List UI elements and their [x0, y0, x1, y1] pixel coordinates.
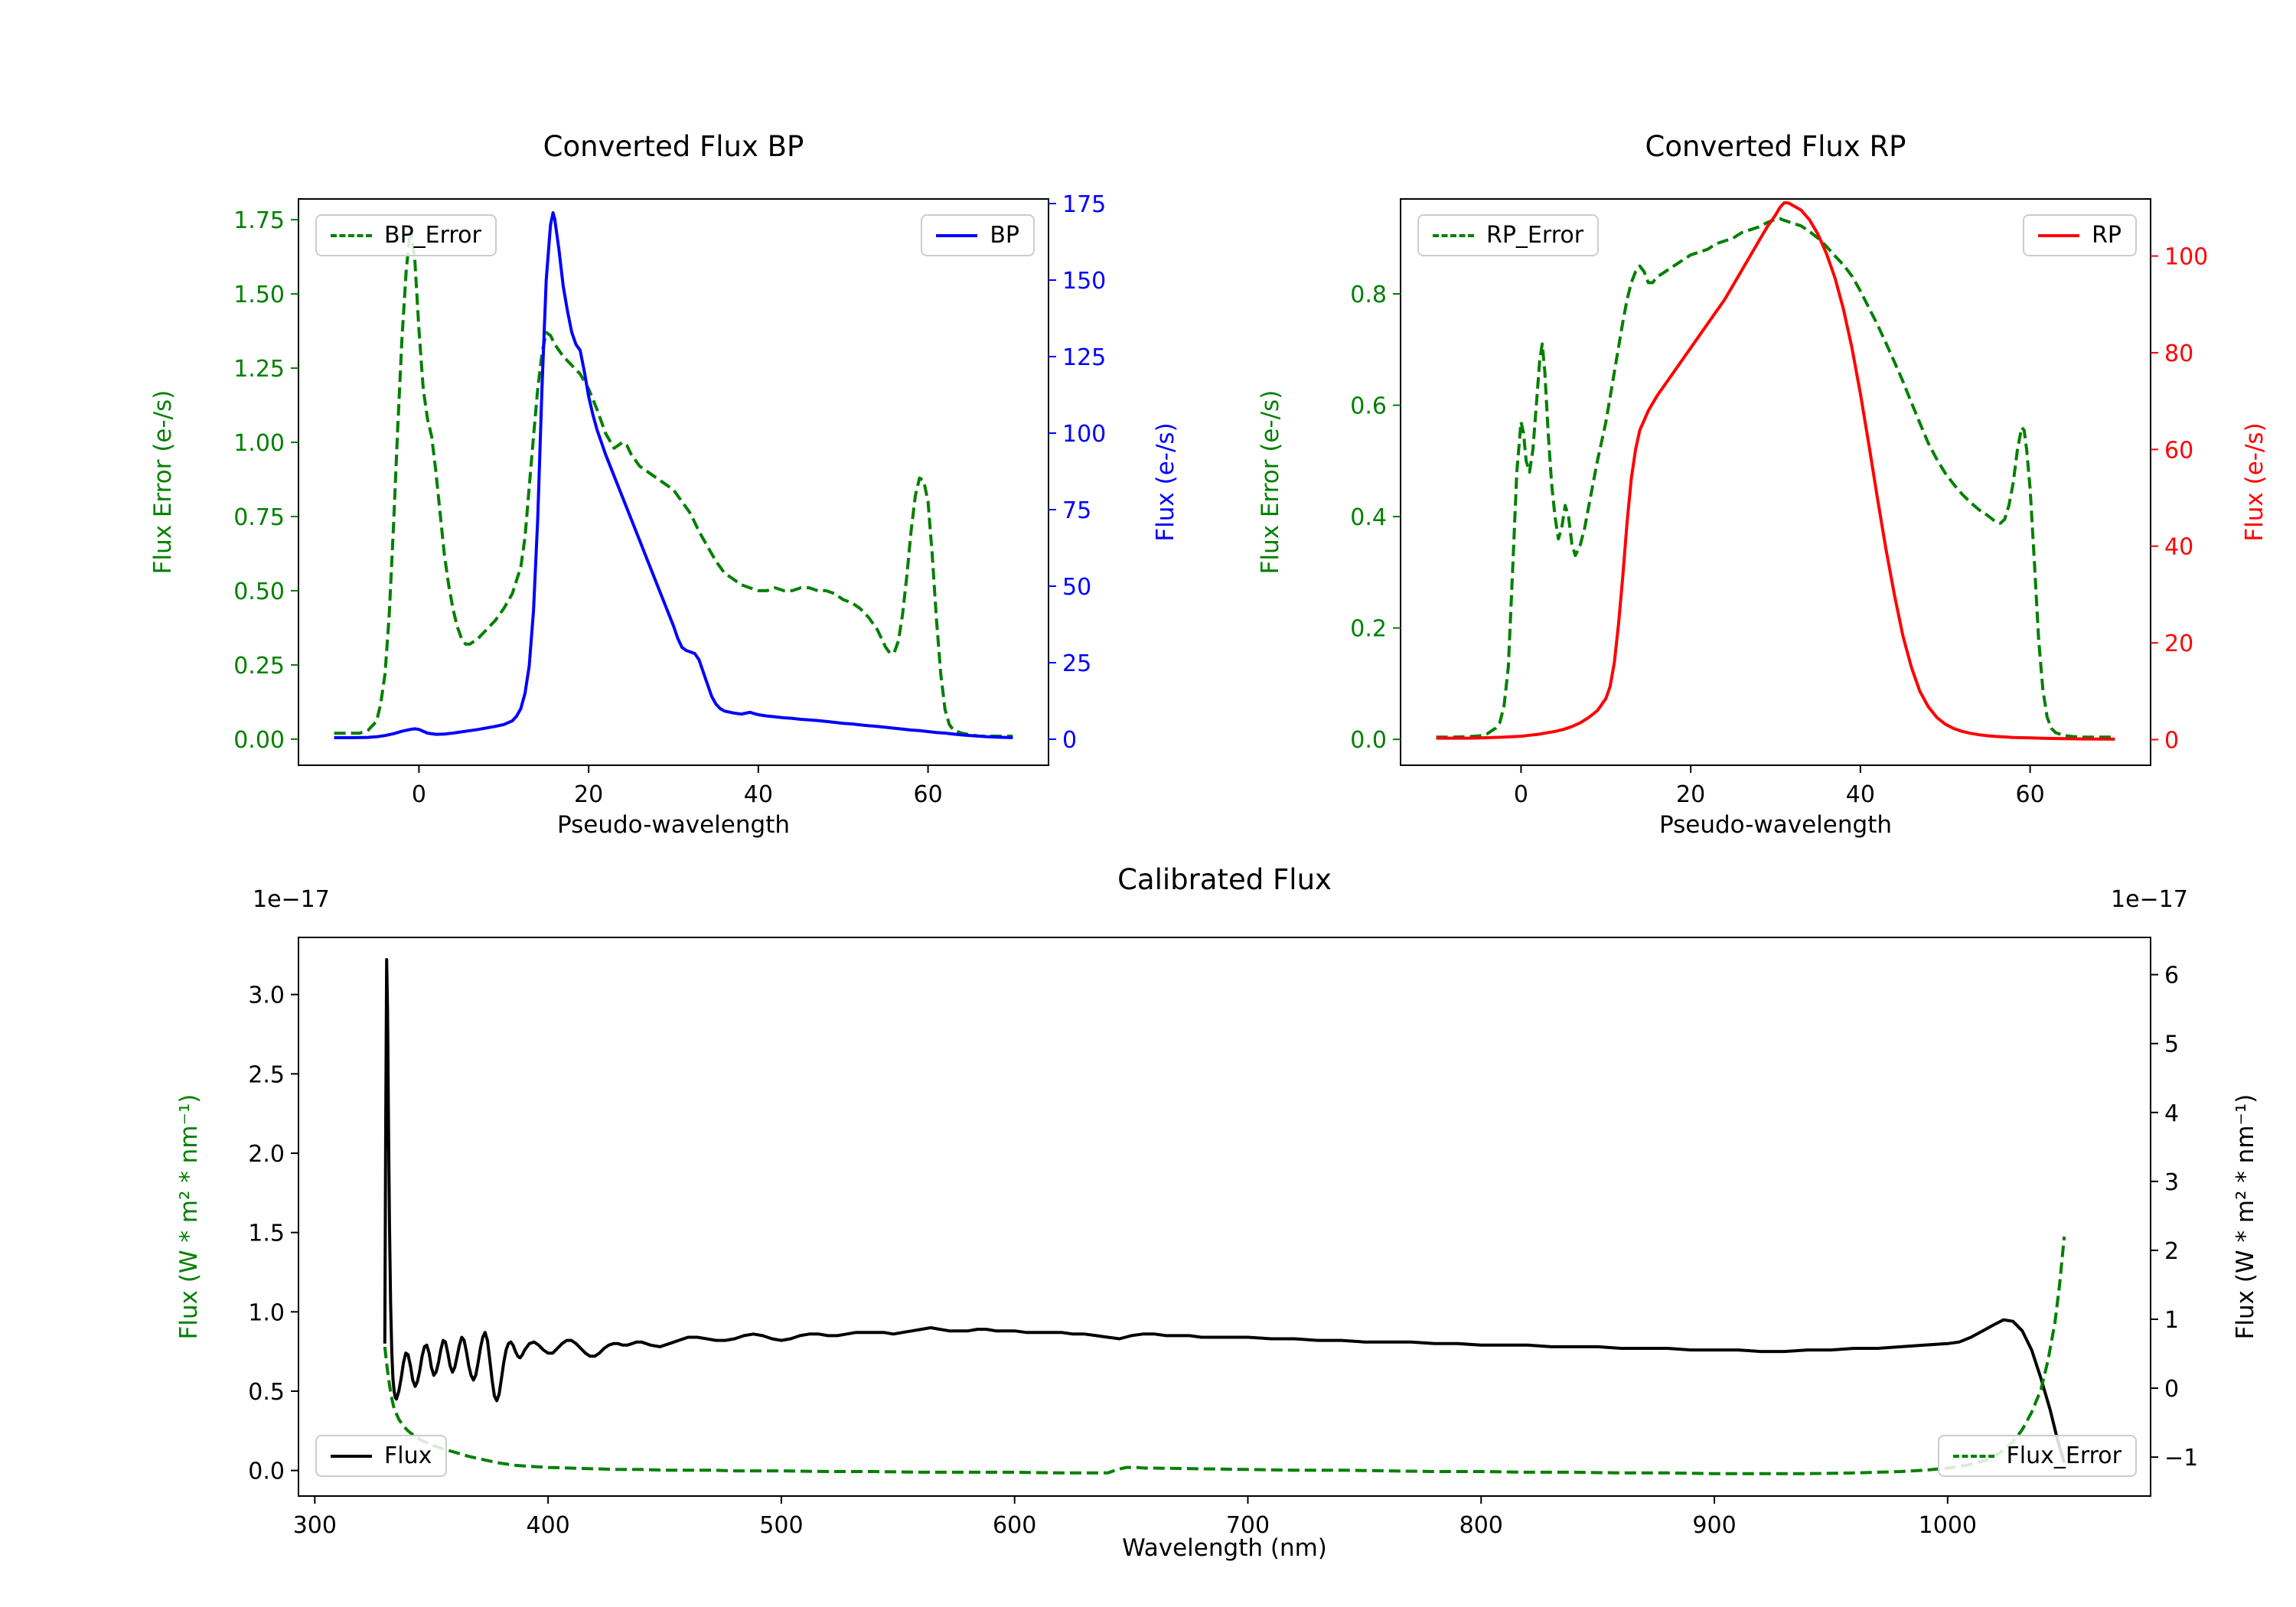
svg-text:400: 400 — [526, 1512, 569, 1539]
svg-text:0.8: 0.8 — [1350, 282, 1387, 308]
legend-label-bp-error: BP_Error — [384, 222, 481, 249]
svg-text:3.0: 3.0 — [248, 983, 285, 1009]
legend-flux-error: Flux_Error — [1937, 1435, 2137, 1477]
svg-text:1.50: 1.50 — [233, 282, 285, 308]
right-axis-offset-text: 1e−17 — [2111, 886, 2188, 913]
svg-text:60: 60 — [913, 781, 942, 808]
legend-label-flux: Flux — [384, 1442, 432, 1469]
svg-text:1.00: 1.00 — [233, 430, 285, 457]
svg-text:5: 5 — [2164, 1032, 2179, 1058]
svg-text:1.5: 1.5 — [248, 1221, 285, 1247]
svg-text:60: 60 — [2164, 437, 2193, 464]
svg-text:3: 3 — [2164, 1169, 2179, 1196]
svg-text:75: 75 — [1062, 497, 1091, 524]
svg-text:60: 60 — [2015, 781, 2044, 808]
svg-text:2: 2 — [2164, 1238, 2179, 1265]
svg-text:500: 500 — [759, 1512, 803, 1539]
svg-text:100: 100 — [2164, 244, 2208, 271]
calibrated-plot-title: Calibrated Flux — [1117, 863, 1332, 896]
calibrated-xlabel: Wavelength (nm) — [1122, 1534, 1327, 1562]
svg-text:0.0: 0.0 — [248, 1459, 285, 1485]
legend-line-sample-rp-error — [1433, 233, 1474, 237]
svg-text:900: 900 — [1692, 1512, 1736, 1539]
svg-text:0: 0 — [2164, 1376, 2179, 1403]
svg-text:0.25: 0.25 — [233, 653, 285, 680]
svg-text:0.75: 0.75 — [233, 504, 285, 531]
legend-label-rp: RP — [2092, 222, 2122, 249]
svg-text:0: 0 — [1062, 727, 1077, 754]
svg-text:0.0: 0.0 — [1350, 727, 1387, 754]
svg-text:80: 80 — [2164, 341, 2193, 367]
calibrated-chart-canvas: 300 400 500 600 700 800 900 1000 0.0 0.5 1.0 1.5 2.0… — [248, 937, 2198, 1539]
svg-text:0.5: 0.5 — [248, 1379, 285, 1406]
svg-text:800: 800 — [1459, 1512, 1503, 1539]
svg-text:−1: −1 — [2164, 1445, 2198, 1472]
bp-ylabel-left: Flux Error (e-/s) — [149, 390, 177, 575]
svg-text:0: 0 — [2164, 728, 2179, 755]
svg-text:1000: 1000 — [1919, 1512, 1977, 1539]
svg-text:0.00: 0.00 — [233, 727, 285, 754]
rp-plot-title: Converted Flux RP — [1645, 130, 1906, 163]
legend-flux: Flux — [315, 1435, 448, 1477]
bp-xlabel: Pseudo-wavelength — [556, 811, 790, 839]
legend-line-sample-flux — [331, 1454, 372, 1458]
svg-text:600: 600 — [993, 1512, 1036, 1539]
legend-rp-error: RP_Error — [1417, 214, 1600, 256]
rp-chart-canvas: 0 20 40 60 0.0 0.2 0.4 0.6 0.8 0 20 40 60 80 100 — [1350, 198, 2208, 808]
legend-line-sample-flux-error — [1952, 1454, 1994, 1458]
svg-text:50: 50 — [1062, 574, 1091, 601]
legend-line-sample-rp — [2038, 233, 2080, 237]
svg-text:40: 40 — [744, 781, 773, 808]
legend-line-sample-bp-error — [331, 233, 372, 237]
svg-text:0: 0 — [412, 781, 426, 808]
bp-plot-title: Converted Flux BP — [543, 130, 804, 163]
svg-text:125: 125 — [1062, 344, 1106, 371]
svg-text:0.4: 0.4 — [1350, 504, 1387, 531]
svg-text:100: 100 — [1062, 421, 1106, 448]
legend-line-sample-bp — [936, 233, 978, 237]
rp-xlabel: Pseudo-wavelength — [1658, 811, 1892, 839]
svg-text:1.75: 1.75 — [233, 207, 285, 234]
legend-bp: BP — [921, 214, 1035, 256]
legend-label-rp-error: RP_Error — [1486, 222, 1584, 249]
svg-text:175: 175 — [1062, 191, 1106, 218]
svg-text:6: 6 — [2164, 963, 2179, 989]
legend-label-flux-error: Flux_Error — [2006, 1442, 2122, 1469]
svg-text:0.2: 0.2 — [1350, 616, 1387, 643]
svg-text:1: 1 — [2164, 1307, 2179, 1334]
svg-text:4: 4 — [2164, 1100, 2179, 1127]
svg-text:40: 40 — [2164, 534, 2193, 561]
svg-text:0.50: 0.50 — [233, 579, 285, 605]
svg-text:0.6: 0.6 — [1350, 393, 1387, 420]
svg-text:700: 700 — [1226, 1512, 1270, 1539]
svg-text:2.0: 2.0 — [248, 1141, 285, 1168]
left-axis-offset-text: 1e−17 — [253, 886, 330, 913]
legend-label-bp: BP — [990, 222, 1019, 249]
svg-text:20: 20 — [574, 781, 603, 808]
svg-text:20: 20 — [1676, 781, 1705, 808]
legend-rp: RP — [2023, 214, 2137, 256]
svg-text:150: 150 — [1062, 268, 1106, 295]
svg-text:0: 0 — [1514, 781, 1528, 808]
bp-chart-canvas: 0 20 40 60 0.00 0.25 0.50 0.75 1.00 1.25 1.50 1.75 0… — [233, 191, 1106, 808]
svg-text:20: 20 — [2164, 631, 2193, 657]
svg-text:1.0: 1.0 — [248, 1299, 285, 1326]
legend-bp-error: BP_Error — [315, 214, 497, 256]
svg-text:25: 25 — [1062, 650, 1091, 677]
svg-text:2.5: 2.5 — [248, 1061, 285, 1088]
svg-text:40: 40 — [1846, 781, 1875, 808]
svg-text:300: 300 — [293, 1512, 337, 1539]
svg-text:1.25: 1.25 — [233, 356, 285, 383]
